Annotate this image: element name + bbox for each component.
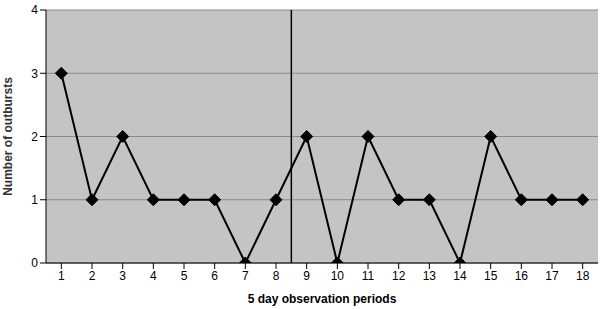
svg-text:13: 13	[423, 269, 437, 283]
svg-text:11: 11	[362, 269, 375, 283]
svg-text:15: 15	[484, 269, 498, 283]
svg-text:14: 14	[453, 269, 467, 283]
svg-text:10: 10	[331, 269, 345, 283]
svg-text:7: 7	[242, 269, 249, 283]
svg-text:8: 8	[273, 269, 280, 283]
svg-text:4: 4	[31, 3, 38, 17]
svg-text:18: 18	[576, 269, 590, 283]
svg-text:16: 16	[515, 269, 529, 283]
svg-text:5 day observation periods: 5 day observation periods	[248, 292, 397, 306]
svg-text:0: 0	[31, 256, 38, 270]
svg-text:1: 1	[58, 269, 65, 283]
svg-text:1: 1	[31, 193, 38, 207]
svg-text:3: 3	[31, 67, 38, 81]
svg-text:9: 9	[303, 269, 310, 283]
svg-text:12: 12	[392, 269, 406, 283]
svg-text:Number of outbursts: Number of outbursts	[8, 77, 15, 196]
svg-text:2: 2	[89, 269, 96, 283]
svg-text:6: 6	[211, 269, 218, 283]
svg-text:3: 3	[119, 269, 126, 283]
svg-text:2: 2	[31, 130, 38, 144]
svg-text:5: 5	[181, 269, 188, 283]
svg-text:4: 4	[150, 269, 157, 283]
svg-text:17: 17	[545, 269, 559, 283]
